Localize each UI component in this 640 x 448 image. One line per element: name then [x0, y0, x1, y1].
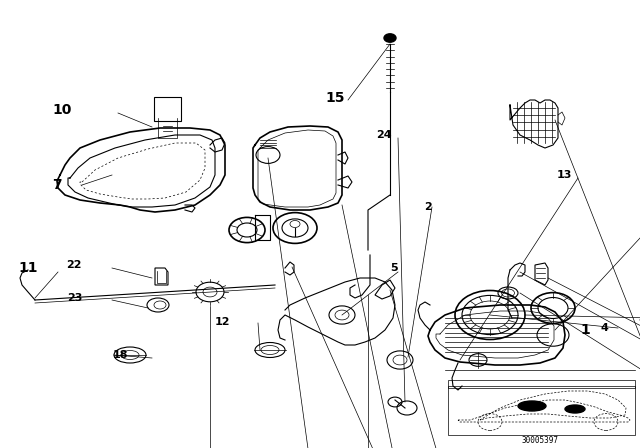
Text: 2: 2 [424, 202, 432, 212]
Text: 3: 3 [638, 313, 640, 323]
Text: 1: 1 [580, 323, 590, 337]
Text: 30005397: 30005397 [522, 435, 559, 444]
Polygon shape [535, 263, 548, 285]
Text: 18: 18 [113, 350, 128, 360]
Circle shape [384, 34, 396, 42]
Text: 23: 23 [67, 293, 82, 303]
Text: 5: 5 [390, 263, 398, 273]
Text: 11: 11 [19, 261, 38, 275]
Text: 13: 13 [557, 170, 572, 180]
Text: 22: 22 [67, 260, 82, 270]
Bar [448, 386, 635, 388]
Ellipse shape [565, 405, 585, 413]
Circle shape [397, 401, 417, 415]
Polygon shape [375, 280, 395, 299]
Text: 10: 10 [52, 103, 72, 117]
Ellipse shape [518, 401, 546, 411]
Bar [448, 380, 635, 435]
Text: 24: 24 [376, 130, 392, 140]
Text: 12: 12 [214, 317, 230, 327]
Polygon shape [155, 268, 168, 285]
Text: 4: 4 [600, 323, 608, 333]
Text: 15: 15 [326, 91, 345, 105]
Text: 7: 7 [52, 178, 62, 192]
